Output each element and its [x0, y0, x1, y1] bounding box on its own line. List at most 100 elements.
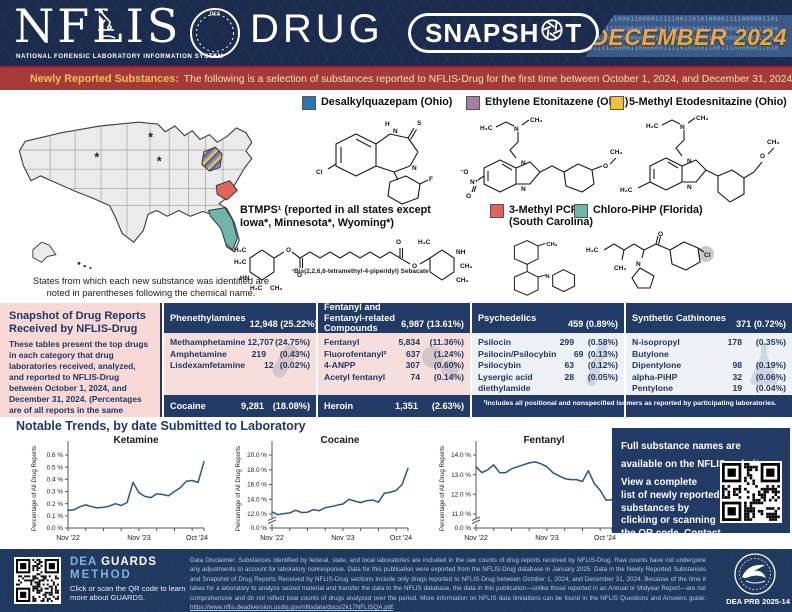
legend-item-3-methyl-pcp: 3-Methyl PCP (South Carolina)	[490, 204, 593, 229]
svg-text:H₃C: H₃C	[418, 239, 431, 246]
footer: DEA GUARDS METHOD Click or scan the QR c…	[0, 549, 792, 612]
svg-text:Nov '22: Nov '22	[56, 535, 80, 542]
state-ohio	[201, 146, 223, 172]
svg-text:O: O	[760, 153, 765, 160]
table-row: Psilocin/Psilocybin 69 (0.13%)	[478, 348, 618, 359]
svg-text:Fentanyl: Fentanyl	[523, 435, 564, 446]
info-qr-code[interactable]	[720, 461, 782, 523]
guards-block: DEA GUARDS METHOD Click or scan the QR c…	[70, 556, 188, 603]
table-row: Lysergic acid diethylamide (LSD)28(0.05%…	[478, 371, 618, 396]
legend-item-chloro-pihp: Chloro-PiHP (Florida)	[574, 204, 703, 218]
drug-table-synthetic-cathinones: Synthetic Cathinones 371 (0.72%) N-isoprop…	[624, 303, 792, 417]
table-row: N-isopropyl Butylone 178 (0.35%)	[632, 337, 786, 359]
legend-item-ethylene-etonitazene: Ethylene Etonitazene (Ohio)	[466, 96, 628, 110]
svg-text:Nov '23: Nov '23	[535, 535, 559, 542]
svg-text:HN: HN	[240, 275, 250, 282]
table-body: N-isopropyl Butylone 178 (0.35%) Dipentylon…	[626, 333, 792, 395]
snapshot-panel-title: Snapshot of Drug Reports Received by NFL…	[9, 310, 146, 335]
table-body: Fentanyl 5,834 (11.36%) Fluorofentanyl² 637(…	[318, 333, 470, 395]
legend-swatch-blue	[302, 96, 316, 110]
svg-text:0.6 %: 0.6 %	[47, 452, 64, 459]
nflis-logo: NFLIS	[14, 0, 182, 53]
svg-text:18.0 %: 18.0 %	[247, 467, 267, 474]
issue-band: 1001111000110000111110011010100001111000…	[585, 15, 792, 57]
legend-item-desalkylquazepam: Desalkylquazepam (Ohio)	[302, 96, 452, 110]
legend-item-btmps: BTMPS¹ (reported in all states except Io…	[240, 204, 431, 229]
data-disclaimer: Data Disclaimer: Substances identified b…	[190, 557, 706, 611]
svg-text:0.3 %: 0.3 %	[47, 489, 64, 496]
prb-number: DEA PRB 2025-14	[726, 597, 790, 606]
legend-swatch-yellow	[610, 96, 624, 110]
trends-section: Notable Trends, by date Submitted to Lab…	[0, 417, 792, 564]
chemical-structure-chloro-pihp: H₃C CH₃ N O Cl	[584, 230, 742, 294]
svg-text:13.0 %: 13.0 %	[451, 472, 471, 479]
svg-text:Nov '23: Nov '23	[127, 535, 151, 542]
svg-text:CH₃: CH₃	[767, 139, 779, 146]
table-row: Lisdexamfetamine 12 (0.02%)	[170, 360, 310, 370]
svg-text:0.5 %: 0.5 %	[47, 464, 64, 471]
info-box-text-line1: Full substance names are available on th…	[621, 441, 767, 488]
svg-text:Nov '23: Nov '23	[331, 535, 355, 542]
svg-text:Ketamine: Ketamine	[113, 435, 158, 446]
snapshot-badge: SNAPSH T	[408, 13, 600, 53]
table-header: Fentanyl and Fentanyl-related Compounds 6…	[324, 302, 464, 334]
state-south-carolina	[215, 180, 239, 201]
flask-watermark-icon	[742, 339, 786, 392]
issue-date: DECEMBER 2024	[591, 24, 787, 50]
svg-text:0.0 %: 0.0 %	[47, 525, 64, 532]
svg-text:Oct '24: Oct '24	[390, 535, 412, 542]
table-row: 4-ANPP 307 (0.60%)	[324, 360, 464, 370]
btmps-footnote: ¹Bis(2,2,6,6-tetramethyl-4-piperidyl) Se…	[292, 268, 429, 275]
svg-text:H₃C: H₃C	[646, 123, 659, 130]
svg-text:H₃C: H₃C	[480, 125, 493, 132]
svg-text:N: N	[545, 274, 549, 280]
svg-text:Percentage of All Drug Reports: Percentage of All Drug Reports	[439, 446, 446, 531]
table-header: Synthetic Cathinones 371 (0.72%)	[632, 312, 786, 329]
drug-table-phenethylamines: Phenethylamines 12,948 (25.22%) Methamphet…	[162, 303, 318, 417]
svg-text:N: N	[680, 124, 685, 131]
svg-text:14.0 %: 14.0 %	[247, 496, 267, 503]
table-row: Methamphetamine 12,707 (24.75%)	[170, 337, 310, 347]
svg-text:CH₃: CH₃	[270, 285, 282, 292]
svg-text:●: ●	[214, 53, 217, 58]
chemical-structure-3-methyl-pcp: CH₃ N	[498, 236, 580, 298]
svg-text:Oct '24: Oct '24	[186, 535, 208, 542]
svg-text:O: O	[466, 193, 471, 200]
svg-text:O: O	[658, 231, 663, 238]
drug-table-psychedelics: Psychedelics 459 (0.89%) Psilocin 299 (0.58%…	[470, 303, 624, 417]
state-alaska	[32, 241, 57, 263]
trend-chart-cocaine: Cocaine Percentage of All Drug Reports 12.…	[232, 433, 412, 560]
legend-swatch-red	[490, 204, 504, 218]
svg-text:Nov '22: Nov '22	[260, 535, 284, 542]
guards-method-label: METHOD	[70, 569, 132, 581]
table-footer-row: Heroin 1,351 (2.63%)	[324, 401, 464, 411]
legend-swatch-purple	[466, 96, 480, 110]
disclaimer-link[interactable]: https://www.nflis.deadiversion.usdoj.gov…	[190, 603, 393, 611]
svg-text:CH₃: CH₃	[456, 277, 468, 284]
banner-label: Newly Reported Substances:	[30, 73, 179, 85]
svg-text:F: F	[429, 176, 433, 183]
svg-text:14.0 %: 14.0 %	[451, 452, 471, 459]
state-florida	[207, 207, 238, 251]
svg-text:N: N	[412, 165, 417, 172]
pills-watermark-icon	[418, 339, 464, 390]
svg-text:N: N	[393, 128, 398, 135]
legend-swatch-teal	[574, 204, 588, 218]
trend-chart-fentanyl: Fentanyl Percentage of All Drug Reports 11…	[436, 433, 616, 560]
asterisk-iowa: *	[157, 154, 162, 168]
svg-text:11.0 %: 11.0 %	[452, 511, 472, 518]
svg-text:Percentage of All Drug Reports: Percentage of All Drug Reports	[31, 446, 38, 531]
chemical-structure-ethylene-etonitazene: H₃C CH₃ N N N ⁻O N⁺ O O CH₃	[458, 112, 626, 214]
svg-text:N: N	[521, 160, 526, 167]
table-row: Psilocin 299 (0.58%)	[478, 337, 618, 347]
guards-qr-code[interactable]	[14, 557, 61, 604]
svg-text:0.4 %: 0.4 %	[47, 477, 64, 484]
table-row: Fluorofentanyl² 637 (1.24%)	[324, 348, 464, 359]
svg-text:0.0 %: 0.0 %	[455, 525, 472, 532]
trend-chart-ketamine: Ketamine Percentage of All Drug Reports 0.…	[28, 433, 208, 560]
svg-text:20.0 %: 20.0 %	[247, 452, 267, 459]
asterisk-wyoming: *	[94, 151, 99, 165]
svg-text:S: S	[417, 120, 422, 127]
